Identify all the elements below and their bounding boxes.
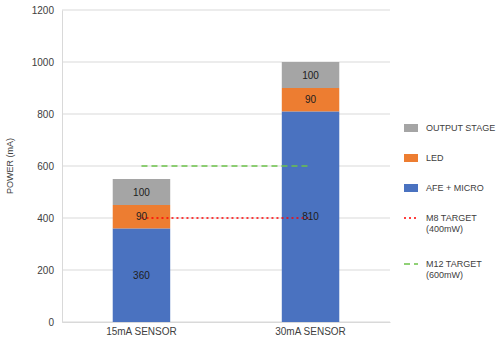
y-tick-label: 600 (37, 161, 54, 172)
y-tick: 1000 (32, 57, 62, 68)
grid-line (62, 322, 390, 323)
legend-swatch (404, 184, 418, 192)
legend-swatch (404, 217, 418, 219)
bar (282, 62, 339, 88)
bar (113, 179, 170, 205)
marks (113, 62, 340, 322)
data-label: 90 (136, 211, 148, 222)
legend-swatch (404, 263, 418, 265)
legend-swatch (404, 154, 418, 162)
legend-label: AFE + MICRO (426, 183, 484, 193)
legend: OUTPUT STAGE LED AFE + MICRO M8 TARGET(400m… (404, 123, 495, 280)
legend-label: M8 TARGET(400mW) (426, 213, 477, 234)
y-tick-label: 1000 (32, 57, 55, 68)
bar (282, 111, 339, 322)
chart: 0 200 400 600 800 1000 1200 15mA SENSOR 30mA SEN… (0, 0, 500, 346)
y-tick-label: 400 (37, 213, 54, 224)
reference-line (141, 165, 310, 167)
reference-line (141, 217, 310, 219)
y-tick-label: 200 (37, 265, 54, 276)
y-tick: 1200 (32, 5, 62, 16)
y-tick-label: 800 (37, 109, 54, 120)
y-tick: 800 (37, 109, 62, 120)
data-label: 100 (133, 187, 150, 198)
grid (62, 10, 390, 322)
data-label: 810 (302, 211, 319, 222)
grid-line (62, 270, 390, 271)
grid-line (62, 62, 390, 63)
y-axis: 0 200 400 600 800 1000 1200 (32, 5, 63, 328)
x-tick: 15mA SENSOR (106, 322, 177, 337)
legend-label: M12 TARGET(600mW) (426, 259, 482, 280)
x-axis-line (63, 322, 391, 323)
y-tick: 400 (37, 213, 62, 224)
grid-line (62, 166, 390, 167)
data-labels: 360 810 90 90 100 100 (133, 70, 319, 281)
y-tick-label: 1200 (32, 5, 55, 16)
x-axis: 15mA SENSOR 30mA SENSOR (63, 322, 391, 337)
legend-label: LED (426, 153, 444, 163)
bar (113, 205, 170, 228)
y-tick-label: 0 (48, 317, 54, 328)
legend-label: OUTPUT STAGE (426, 123, 495, 133)
data-label: 100 (302, 70, 319, 81)
y-tick: 200 (37, 265, 62, 276)
y-tick: 0 (48, 317, 62, 328)
data-label: 360 (133, 270, 150, 281)
x-tick-label: 15mA SENSOR (106, 326, 177, 337)
grid-line (62, 114, 390, 115)
x-tick-label: 30mA SENSOR (275, 326, 346, 337)
bar (282, 88, 339, 111)
legend-swatch (404, 124, 418, 132)
grid-line (62, 218, 390, 219)
y-tick: 600 (37, 161, 62, 172)
grid-line (62, 10, 390, 11)
y-axis-line (62, 11, 63, 323)
x-tick: 30mA SENSOR (275, 322, 346, 337)
bar (113, 228, 170, 322)
y-axis-title: POWER (mA) (5, 138, 15, 194)
data-label: 90 (305, 94, 317, 105)
